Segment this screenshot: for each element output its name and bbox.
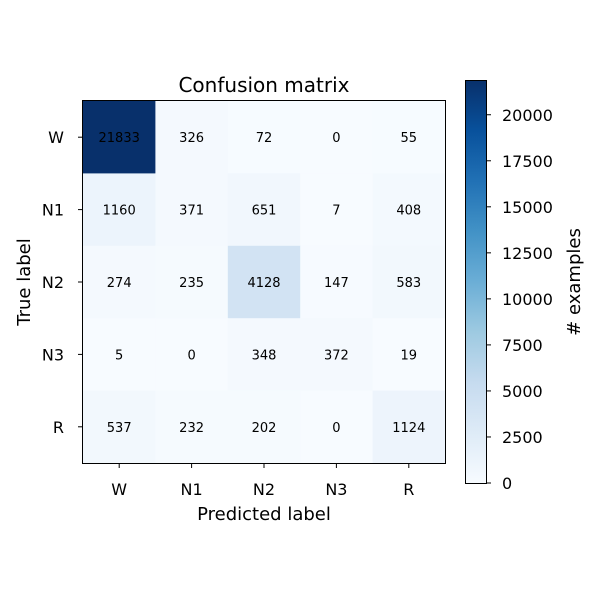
y-tick-label: N1 xyxy=(42,201,64,220)
heatmap-cell xyxy=(155,101,229,174)
heatmap-cell xyxy=(300,390,374,464)
cell-value-label: 72 xyxy=(256,131,273,146)
cell-value-label: 372 xyxy=(324,348,349,363)
colorbar-tick-label: 17500 xyxy=(502,152,553,171)
colorbar-tick-label: 15000 xyxy=(502,198,553,217)
cell-value-label: 408 xyxy=(396,204,421,219)
cell-value-label: 232 xyxy=(179,421,204,436)
cell-value-label: 235 xyxy=(179,276,204,291)
heatmap-cell xyxy=(83,173,156,247)
cell-value-label: 4128 xyxy=(247,276,280,291)
heatmap-cell xyxy=(227,390,301,464)
heatmap-cell xyxy=(227,318,301,392)
heatmap-cell-labels: 21833 326 72 0 55 1160 371 651 7 408 274 235 4128 147… xyxy=(99,131,426,436)
heatmap-cell xyxy=(83,245,156,319)
colorbar-tick-label: 10000 xyxy=(502,290,553,309)
heatmap-cell xyxy=(155,318,229,392)
colorbar-tick-label: 7500 xyxy=(502,336,543,355)
cell-value-label: 0 xyxy=(187,348,195,363)
cell-value-label: 537 xyxy=(107,421,132,436)
cell-value-label: 55 xyxy=(401,131,418,146)
heatmap-cell xyxy=(372,173,446,247)
cell-value-label: 202 xyxy=(252,421,277,436)
heatmap-cell xyxy=(83,390,156,464)
cell-value-label: 583 xyxy=(396,276,421,291)
x-tick-label: N3 xyxy=(325,480,347,499)
heatmap-cell xyxy=(300,245,374,319)
cell-value-label: 1160 xyxy=(103,204,136,219)
heatmap-cell xyxy=(227,245,301,319)
colorbar-tick-label: 12500 xyxy=(502,244,553,263)
x-axis-label: Predicted label xyxy=(197,504,331,525)
cell-value-label: 19 xyxy=(401,348,418,363)
cell-value-label: 5 xyxy=(115,348,123,363)
chart-title: Confusion matrix xyxy=(178,73,349,97)
cell-value-label: 651 xyxy=(252,204,277,219)
heatmap-cell xyxy=(155,390,229,464)
heatmap-cells xyxy=(83,101,446,464)
x-tick-label: W xyxy=(111,480,127,499)
x-tick-label: N1 xyxy=(181,480,203,499)
colorbar xyxy=(465,80,487,484)
heatmap-cell xyxy=(155,245,229,319)
heatmap-cell xyxy=(227,173,301,247)
heatmap-cell xyxy=(300,101,374,174)
heatmap-cell xyxy=(155,173,229,247)
y-tick-label: N2 xyxy=(42,273,64,292)
cell-value-label: 0 xyxy=(332,421,340,436)
heatmap-cell xyxy=(372,390,446,464)
y-tick-label: N3 xyxy=(42,345,64,364)
cell-value-label: 371 xyxy=(179,204,204,219)
heatmap-cell xyxy=(372,101,446,174)
cell-value-label: 147 xyxy=(324,276,349,291)
heatmap-cell xyxy=(83,318,156,392)
cell-value-label: 326 xyxy=(179,131,204,146)
cell-value-label: 348 xyxy=(252,348,277,363)
heatmap-cell xyxy=(227,101,301,174)
colorbar-label: # examples xyxy=(564,228,585,336)
colorbar-tick-label: 5000 xyxy=(502,382,543,401)
x-tick-label: R xyxy=(403,480,414,499)
colorbar-ticks: 0 2500 5000 7500 10000 12500 15000 17500 20000 xyxy=(486,106,553,493)
colorbar-tick-label: 20000 xyxy=(502,106,553,125)
heatmap-cell xyxy=(372,318,446,392)
cell-value-label: 274 xyxy=(107,276,132,291)
cell-value-label: 0 xyxy=(332,131,340,146)
colorbar-tick-label: 2500 xyxy=(502,428,543,447)
cell-value-label: 21833 xyxy=(99,131,140,146)
cell-value-label: 1124 xyxy=(392,421,425,436)
heatmap-cell xyxy=(300,173,374,247)
heatmap-cell xyxy=(372,245,446,319)
y-axis-label: True label xyxy=(14,238,35,327)
heatmap-cell xyxy=(300,318,374,392)
cell-value-label: 7 xyxy=(332,204,340,219)
y-tick-label: R xyxy=(53,418,64,437)
y-tick-label: W xyxy=(48,128,64,147)
heatmap-cell xyxy=(83,101,156,174)
y-axis-ticks: W N1 N2 N3 R xyxy=(42,128,83,437)
x-axis-ticks: W N1 N2 N3 R xyxy=(111,463,414,499)
colorbar-tick-label: 0 xyxy=(502,474,512,493)
x-tick-label: N2 xyxy=(253,480,275,499)
